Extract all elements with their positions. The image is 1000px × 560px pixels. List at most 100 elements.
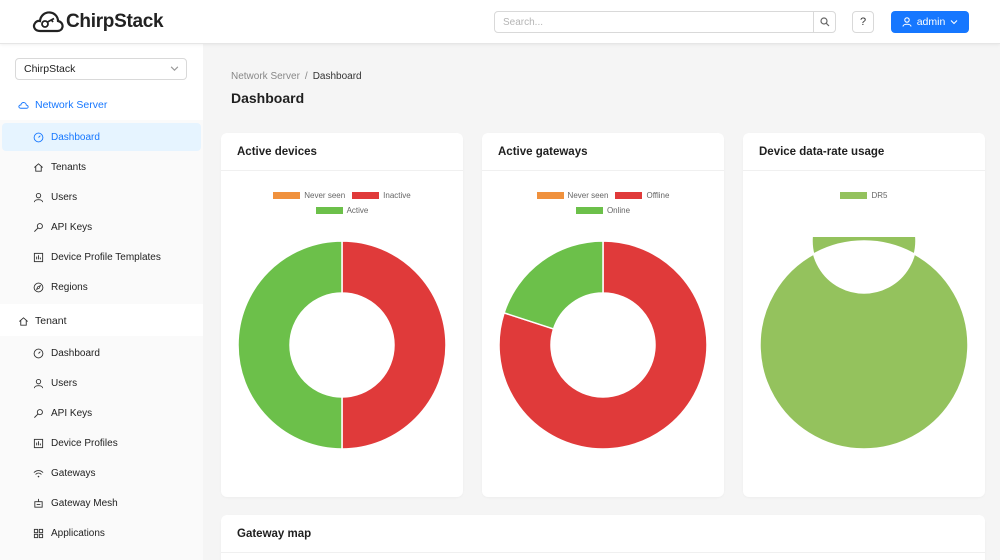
legend-item[interactable]: Offline <box>615 191 669 200</box>
home-icon <box>19 316 28 326</box>
datarate-usage-card: Device data-rate usage DR5 <box>743 133 985 497</box>
help-button[interactable]: ? <box>852 11 874 33</box>
pie-slice-dr5[interactable] <box>759 237 969 450</box>
search-input[interactable] <box>495 12 813 32</box>
datarate-donut <box>759 237 969 450</box>
active-gateways-card: Active gateways Never seen Offline Onlin… <box>482 133 724 497</box>
sidebar-item-gateway-mesh[interactable]: Gateway Mesh <box>2 489 201 517</box>
sidebar-item-label: Device Profiles <box>51 437 118 449</box>
apps-icon <box>33 528 44 538</box>
dashboard-icon <box>33 132 44 142</box>
pie-slice-offline[interactable] <box>498 240 708 450</box>
sidebar-item-label: Regions <box>51 281 88 293</box>
legend-swatch <box>352 192 380 199</box>
sidebar-item-label: Dashboard <box>51 131 100 143</box>
template-icon <box>33 252 44 262</box>
user-menu-label: admin <box>916 16 946 28</box>
legend-swatch <box>615 192 643 199</box>
chevron-down-icon <box>170 66 179 71</box>
legend-item[interactable]: Never seen <box>273 191 345 200</box>
pie-slice-active[interactable] <box>237 240 343 450</box>
template-icon <box>33 438 44 448</box>
card-title: Active gateways <box>482 133 724 171</box>
legend-swatch <box>273 192 301 199</box>
legend-label: Online <box>606 206 631 215</box>
legend-label: Offline <box>646 191 670 200</box>
card-title: Active devices <box>221 133 463 171</box>
legend-item[interactable]: Online <box>575 206 631 215</box>
sidebar-item-tenant-dashboard[interactable]: Dashboard <box>2 339 201 367</box>
menu-group-tenant[interactable]: Tenant <box>0 306 203 336</box>
key-icon <box>34 222 43 232</box>
sidebar-item-ns-users[interactable]: Users <box>2 183 201 211</box>
tenant-select[interactable]: ChirpStack <box>15 58 187 80</box>
legend-label: Active <box>346 206 369 215</box>
key-icon <box>34 408 43 418</box>
pie-slice-online[interactable] <box>503 240 604 330</box>
menu-group-label: Tenant <box>35 315 67 327</box>
menu-group-label: Network Server <box>35 99 108 111</box>
user-icon <box>33 192 44 202</box>
gateway-map-card: Gateway map <box>221 515 985 560</box>
user-icon <box>902 17 912 27</box>
logo[interactable]: ChirpStack <box>32 9 164 35</box>
card-title: Gateway map <box>221 515 985 553</box>
legend-swatch <box>536 192 564 199</box>
sidebar-item-label: Dashboard <box>51 347 100 359</box>
legend-label: Never seen <box>567 191 609 200</box>
sidebar-item-label: Gateways <box>51 467 96 479</box>
compass-icon <box>33 282 44 292</box>
user-menu-button[interactable]: admin <box>891 11 969 33</box>
sidebar-item-label: Users <box>51 377 78 389</box>
tenant-select-value: ChirpStack <box>24 63 76 75</box>
legend-label: Inactive <box>383 191 411 200</box>
top-header: ChirpStack ? admin <box>0 0 1000 44</box>
legend-item[interactable]: Never seen <box>536 191 609 200</box>
search-button[interactable] <box>813 12 835 32</box>
home-icon <box>34 162 43 172</box>
search-box <box>494 11 836 33</box>
breadcrumb-parent[interactable]: Network Server <box>231 71 300 82</box>
sidebar-item-device-profiles[interactable]: Device Profiles <box>2 429 201 457</box>
legend-item[interactable]: Active <box>315 206 369 215</box>
user-icon <box>33 378 44 388</box>
sidebar: ChirpStack Network Server Dashboard Tena… <box>0 44 203 560</box>
chevron-down-icon <box>950 20 958 25</box>
pie-slice-inactive[interactable] <box>341 240 447 450</box>
active-gateways-donut <box>498 240 708 450</box>
tenant-submenu <box>0 336 203 560</box>
sidebar-item-tenant-users[interactable]: Users <box>2 369 201 397</box>
breadcrumb-current: Dashboard <box>312 71 362 82</box>
legend-swatch <box>315 207 343 214</box>
sidebar-item-label: Gateway Mesh <box>51 497 118 509</box>
sidebar-item-label: API Keys <box>51 407 93 419</box>
sidebar-item-regions[interactable]: Regions <box>2 273 201 301</box>
card-title: Device data-rate usage <box>743 133 985 171</box>
wifi-icon <box>33 469 44 477</box>
sidebar-item-device-profile-templates[interactable]: Device Profile Templates <box>2 243 201 271</box>
sidebar-item-label: Device Profile Templates <box>51 251 161 263</box>
sidebar-item-applications[interactable]: Applications <box>2 519 201 547</box>
breadcrumb-separator: / <box>304 71 308 82</box>
sidebar-item-label: API Keys <box>51 221 93 233</box>
legend-label: Never seen <box>304 191 346 200</box>
legend-label: DR5 <box>871 191 888 200</box>
breadcrumb: Network Server / Dashboard <box>231 71 362 82</box>
sidebar-item-label: Tenants <box>51 161 87 173</box>
legend-item[interactable]: DR5 <box>840 191 888 200</box>
sidebar-item-gateways[interactable]: Gateways <box>2 459 201 487</box>
cloud-logo-icon <box>32 11 64 33</box>
sidebar-item-tenants[interactable]: Tenants <box>2 153 201 181</box>
sidebar-item-tenant-api-keys[interactable]: API Keys <box>2 399 201 427</box>
logo-text: ChirpStack <box>66 11 164 32</box>
sidebar-item-ns-api-keys[interactable]: API Keys <box>2 213 201 241</box>
sidebar-item-label: Users <box>51 191 78 203</box>
sidebar-item-ns-dashboard[interactable]: Dashboard <box>2 123 201 151</box>
page-title: Dashboard <box>231 90 305 106</box>
search-icon <box>819 17 829 27</box>
menu-group-network-server[interactable]: Network Server <box>0 90 203 120</box>
legend-item[interactable]: Inactive <box>352 191 411 200</box>
legend-swatch <box>575 207 603 214</box>
sidebar-item-label: Applications <box>51 527 105 539</box>
active-devices-donut <box>237 240 447 450</box>
